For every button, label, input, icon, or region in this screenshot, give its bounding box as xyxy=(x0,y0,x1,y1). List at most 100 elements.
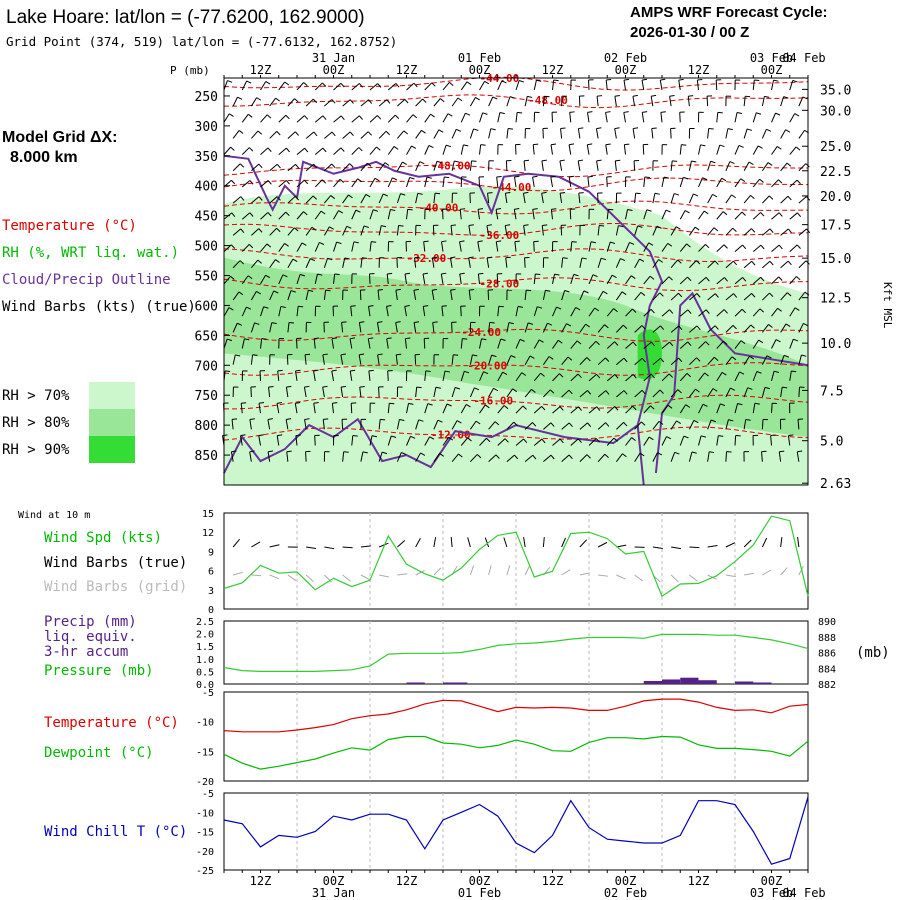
grid-point-info: Grid Point (374, 519) lat/lon = (-77.613… xyxy=(6,34,397,49)
wind-barb-true xyxy=(523,537,526,548)
wind-barb-flag xyxy=(349,337,356,340)
wind-barb xyxy=(679,435,685,446)
wind-barb-flag xyxy=(632,374,637,379)
wind-barb xyxy=(278,211,287,220)
wind-barb-flag xyxy=(713,356,719,361)
wind-barb xyxy=(716,244,725,252)
wind-barb-flag xyxy=(608,208,614,211)
wind-barb xyxy=(477,209,480,220)
wind-barb xyxy=(424,370,427,381)
wind-barb xyxy=(323,226,330,236)
wind-barb xyxy=(569,209,572,220)
wind-barb xyxy=(269,322,273,333)
wind-barb xyxy=(725,387,731,398)
wind-barb-flag xyxy=(658,259,663,263)
wind-barb-flag xyxy=(464,370,470,374)
wind-barb-flag xyxy=(705,341,710,346)
wind-barb-flag xyxy=(394,114,400,119)
wind-barb-flag xyxy=(404,99,409,104)
wind-barb-flag xyxy=(708,128,714,130)
wind-barb xyxy=(752,339,760,349)
contour-label: -20.00 xyxy=(467,360,507,373)
wind-barb xyxy=(260,114,268,123)
wind-barb-flag xyxy=(295,401,301,404)
wind-barb xyxy=(643,373,652,382)
wind-barb xyxy=(260,81,267,91)
wind-barb-flag xyxy=(376,115,382,120)
wind-barb xyxy=(652,226,658,236)
wind-barb-flag xyxy=(766,128,772,132)
wind-barb xyxy=(679,243,688,252)
wind-barb xyxy=(652,259,659,269)
wind-barb xyxy=(232,96,238,107)
wind-barb xyxy=(469,354,473,365)
wind-barb-flag xyxy=(362,451,368,454)
wind-barb-flag xyxy=(548,356,554,360)
wind-barb xyxy=(341,419,344,430)
wind-barb xyxy=(789,80,794,91)
wind-barb-flag xyxy=(710,160,716,164)
wind-barb xyxy=(798,96,804,107)
wind-barb xyxy=(707,388,714,398)
wind-barb xyxy=(415,193,419,204)
wind-barb xyxy=(459,241,462,252)
wind-barb-flag xyxy=(285,211,290,216)
wind-barb xyxy=(670,193,675,204)
wind-barb xyxy=(550,144,553,155)
top-date-label: 02 Feb xyxy=(604,51,647,65)
wind-barb-flag xyxy=(277,434,283,437)
wind-barb-flag xyxy=(541,438,546,444)
wind-barb-flag xyxy=(430,113,435,118)
wind-barb xyxy=(771,146,778,155)
wind-barb-flag xyxy=(766,355,772,359)
wind-barb xyxy=(287,290,292,301)
wind-barb xyxy=(479,404,486,414)
wind-barb-flag xyxy=(750,324,755,329)
wind-barb xyxy=(460,338,463,349)
wind-barb-flag xyxy=(556,306,562,310)
wind-barb-flag xyxy=(678,292,683,298)
wind-barb-flag xyxy=(275,259,280,263)
legend-rh: RH (%, WRT liq. wat.) xyxy=(2,245,179,261)
wind-barb-flag xyxy=(383,193,388,197)
wind-barb xyxy=(322,354,325,365)
wind-barb-flag xyxy=(538,339,544,343)
wind-barb xyxy=(568,144,572,155)
precip-bar xyxy=(662,679,681,684)
wind-barb-flag xyxy=(456,420,462,424)
wind-barb xyxy=(780,228,789,236)
wind-barb xyxy=(504,193,508,204)
wind-barb xyxy=(505,257,508,268)
wind-barb xyxy=(577,160,581,171)
wind-barb-flag xyxy=(594,307,600,312)
wind-barb xyxy=(223,80,228,91)
rh-legend: RH > 70%RH > 80%RH > 90% xyxy=(2,382,135,463)
wind-barb-flag xyxy=(310,258,315,262)
wind-barb-flag xyxy=(760,244,765,250)
wind-barb-flag xyxy=(258,402,265,404)
wind-barb-flag xyxy=(228,307,234,311)
wind-barb xyxy=(305,131,315,139)
wind-barb xyxy=(278,180,287,188)
wind-barb-flag xyxy=(368,337,374,340)
y-tick: -25 xyxy=(196,866,214,877)
wind-barb xyxy=(378,193,384,204)
wind-barb xyxy=(660,112,663,123)
wind-barb-flag xyxy=(731,194,736,199)
wind-barb-flag xyxy=(295,369,301,372)
wind-barb xyxy=(761,324,769,333)
wind-barb-flag xyxy=(742,244,747,250)
wind-barb-grid xyxy=(798,565,804,576)
wind-barb-flag xyxy=(696,325,701,331)
wind-barb xyxy=(689,325,698,333)
contour-label: -12.00 xyxy=(431,429,471,442)
wind-barb xyxy=(351,435,354,446)
wind-barb-flag xyxy=(472,354,478,357)
wind-barb xyxy=(269,290,275,301)
wind-barb xyxy=(515,438,524,446)
wind-barb-flag xyxy=(621,291,627,296)
wind-barb xyxy=(614,96,617,107)
wind-barb-flag xyxy=(568,389,573,395)
wind-barb xyxy=(661,436,667,446)
wind-barb xyxy=(497,112,501,123)
